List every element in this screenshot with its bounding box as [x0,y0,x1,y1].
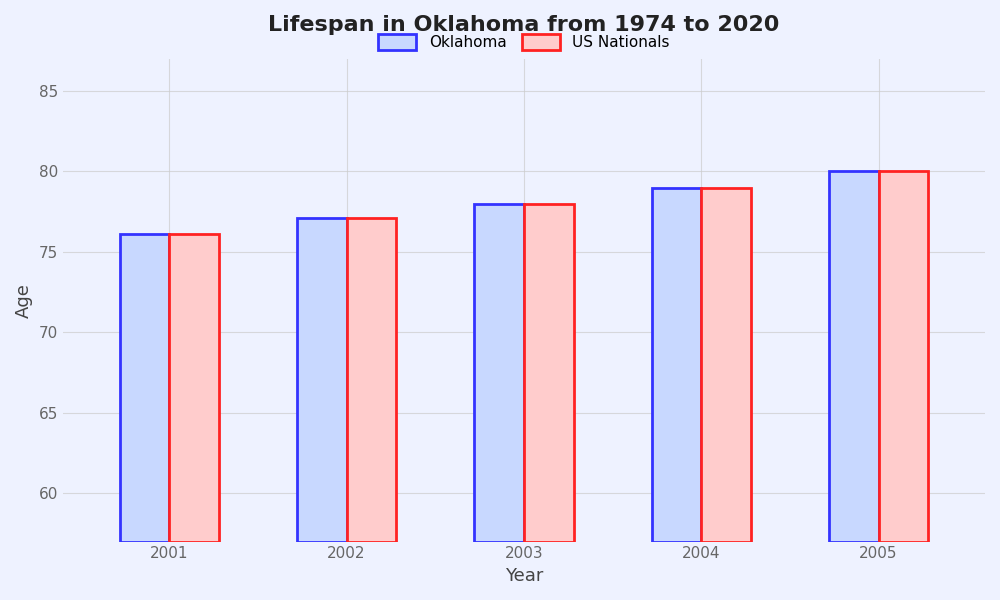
Bar [701,188,751,542]
Bar [652,188,701,542]
Y-axis label: Age: Age [15,283,33,317]
Bar [169,234,219,542]
Bar [297,218,347,542]
X-axis label: Year: Year [505,567,543,585]
Bar [829,172,879,542]
Bar [474,203,524,542]
Bar [120,234,169,542]
Bar [524,203,574,542]
Legend: Oklahoma, US Nationals: Oklahoma, US Nationals [372,28,676,56]
Bar [879,172,928,542]
Bar [347,218,396,542]
Title: Lifespan in Oklahoma from 1974 to 2020: Lifespan in Oklahoma from 1974 to 2020 [268,15,780,35]
